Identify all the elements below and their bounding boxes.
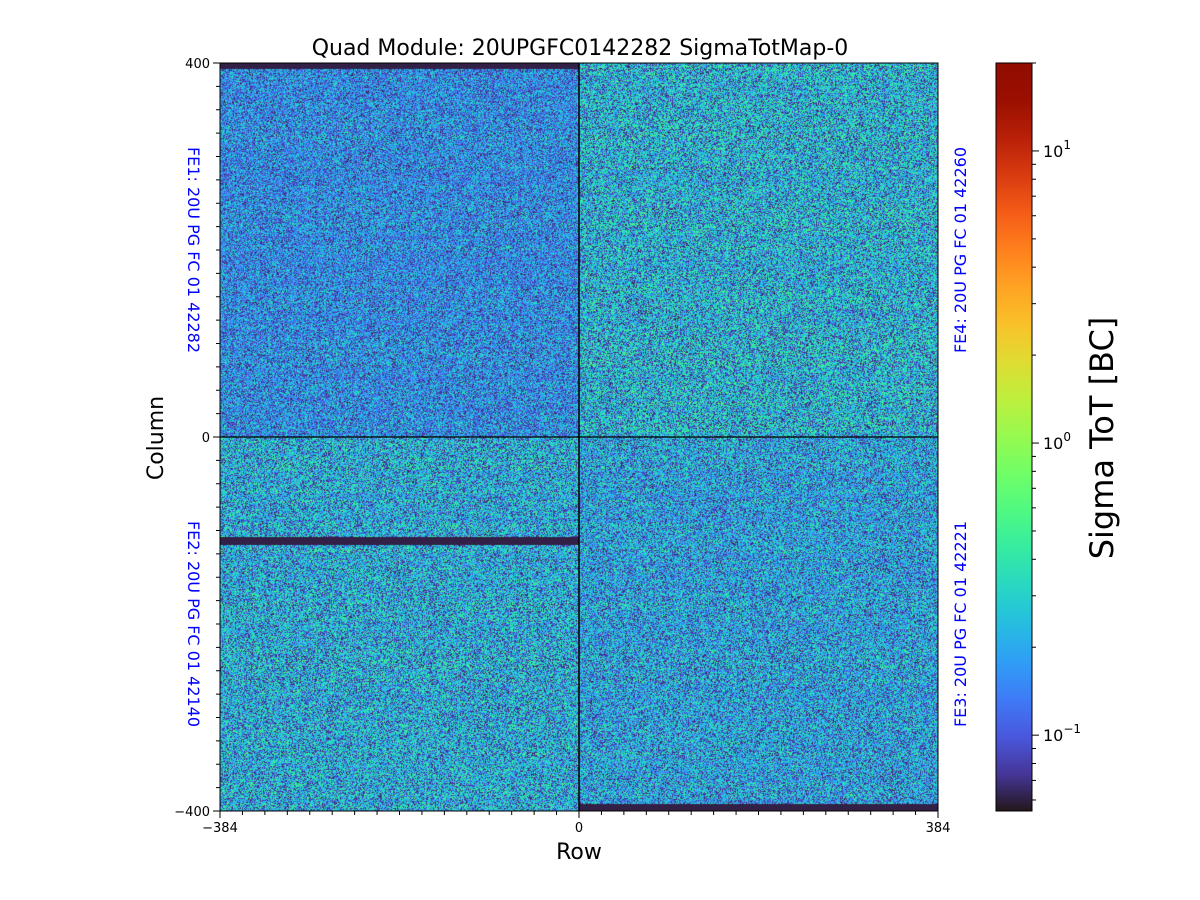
heatmap-plot-area — [219, 62, 939, 812]
colorbar-tick-label: 10−1 — [1043, 722, 1081, 745]
y-tick-label: −400 — [174, 805, 210, 820]
fe4-label: FE4: 20U PG FC 01 42260 — [951, 147, 970, 353]
x-axis-label: Row — [556, 840, 602, 865]
colorbar-tick-label: 101 — [1043, 138, 1071, 161]
chart-title: Quad Module: 20UPGFC0142282 SigmaTotMap-… — [312, 36, 849, 61]
y-axis-label: Column — [144, 396, 169, 480]
y-axis: 400 0 −400 Column — [144, 57, 220, 820]
x-tick-label: 384 — [926, 821, 951, 836]
colorbar-ticks: 10−1 100 101 — [1032, 62, 1081, 801]
colorbar-gradient — [995, 62, 1033, 812]
x-tick-label: −384 — [202, 821, 238, 836]
fe1-label: FE1: 20U PG FC 01 42282 — [184, 147, 203, 353]
x-minor-ticks — [241, 811, 917, 815]
x-axis: −384 0 384 Row — [202, 811, 950, 865]
colorbar-tick-label: 100 — [1043, 430, 1071, 453]
fe3-label: FE3: 20U PG FC 01 42221 — [951, 521, 970, 727]
colorbar-label: Sigma ToT [BC] — [1083, 317, 1121, 560]
colorbar: 10−1 100 101 Sigma ToT [BC] — [995, 62, 1121, 812]
y-tick-label: 400 — [185, 57, 210, 72]
fe2-label: FE2: 20U PG FC 01 42140 — [184, 521, 203, 727]
y-minor-ticks — [216, 85, 220, 789]
y-tick-label: 0 — [202, 431, 210, 446]
x-tick-label: 0 — [575, 821, 583, 836]
